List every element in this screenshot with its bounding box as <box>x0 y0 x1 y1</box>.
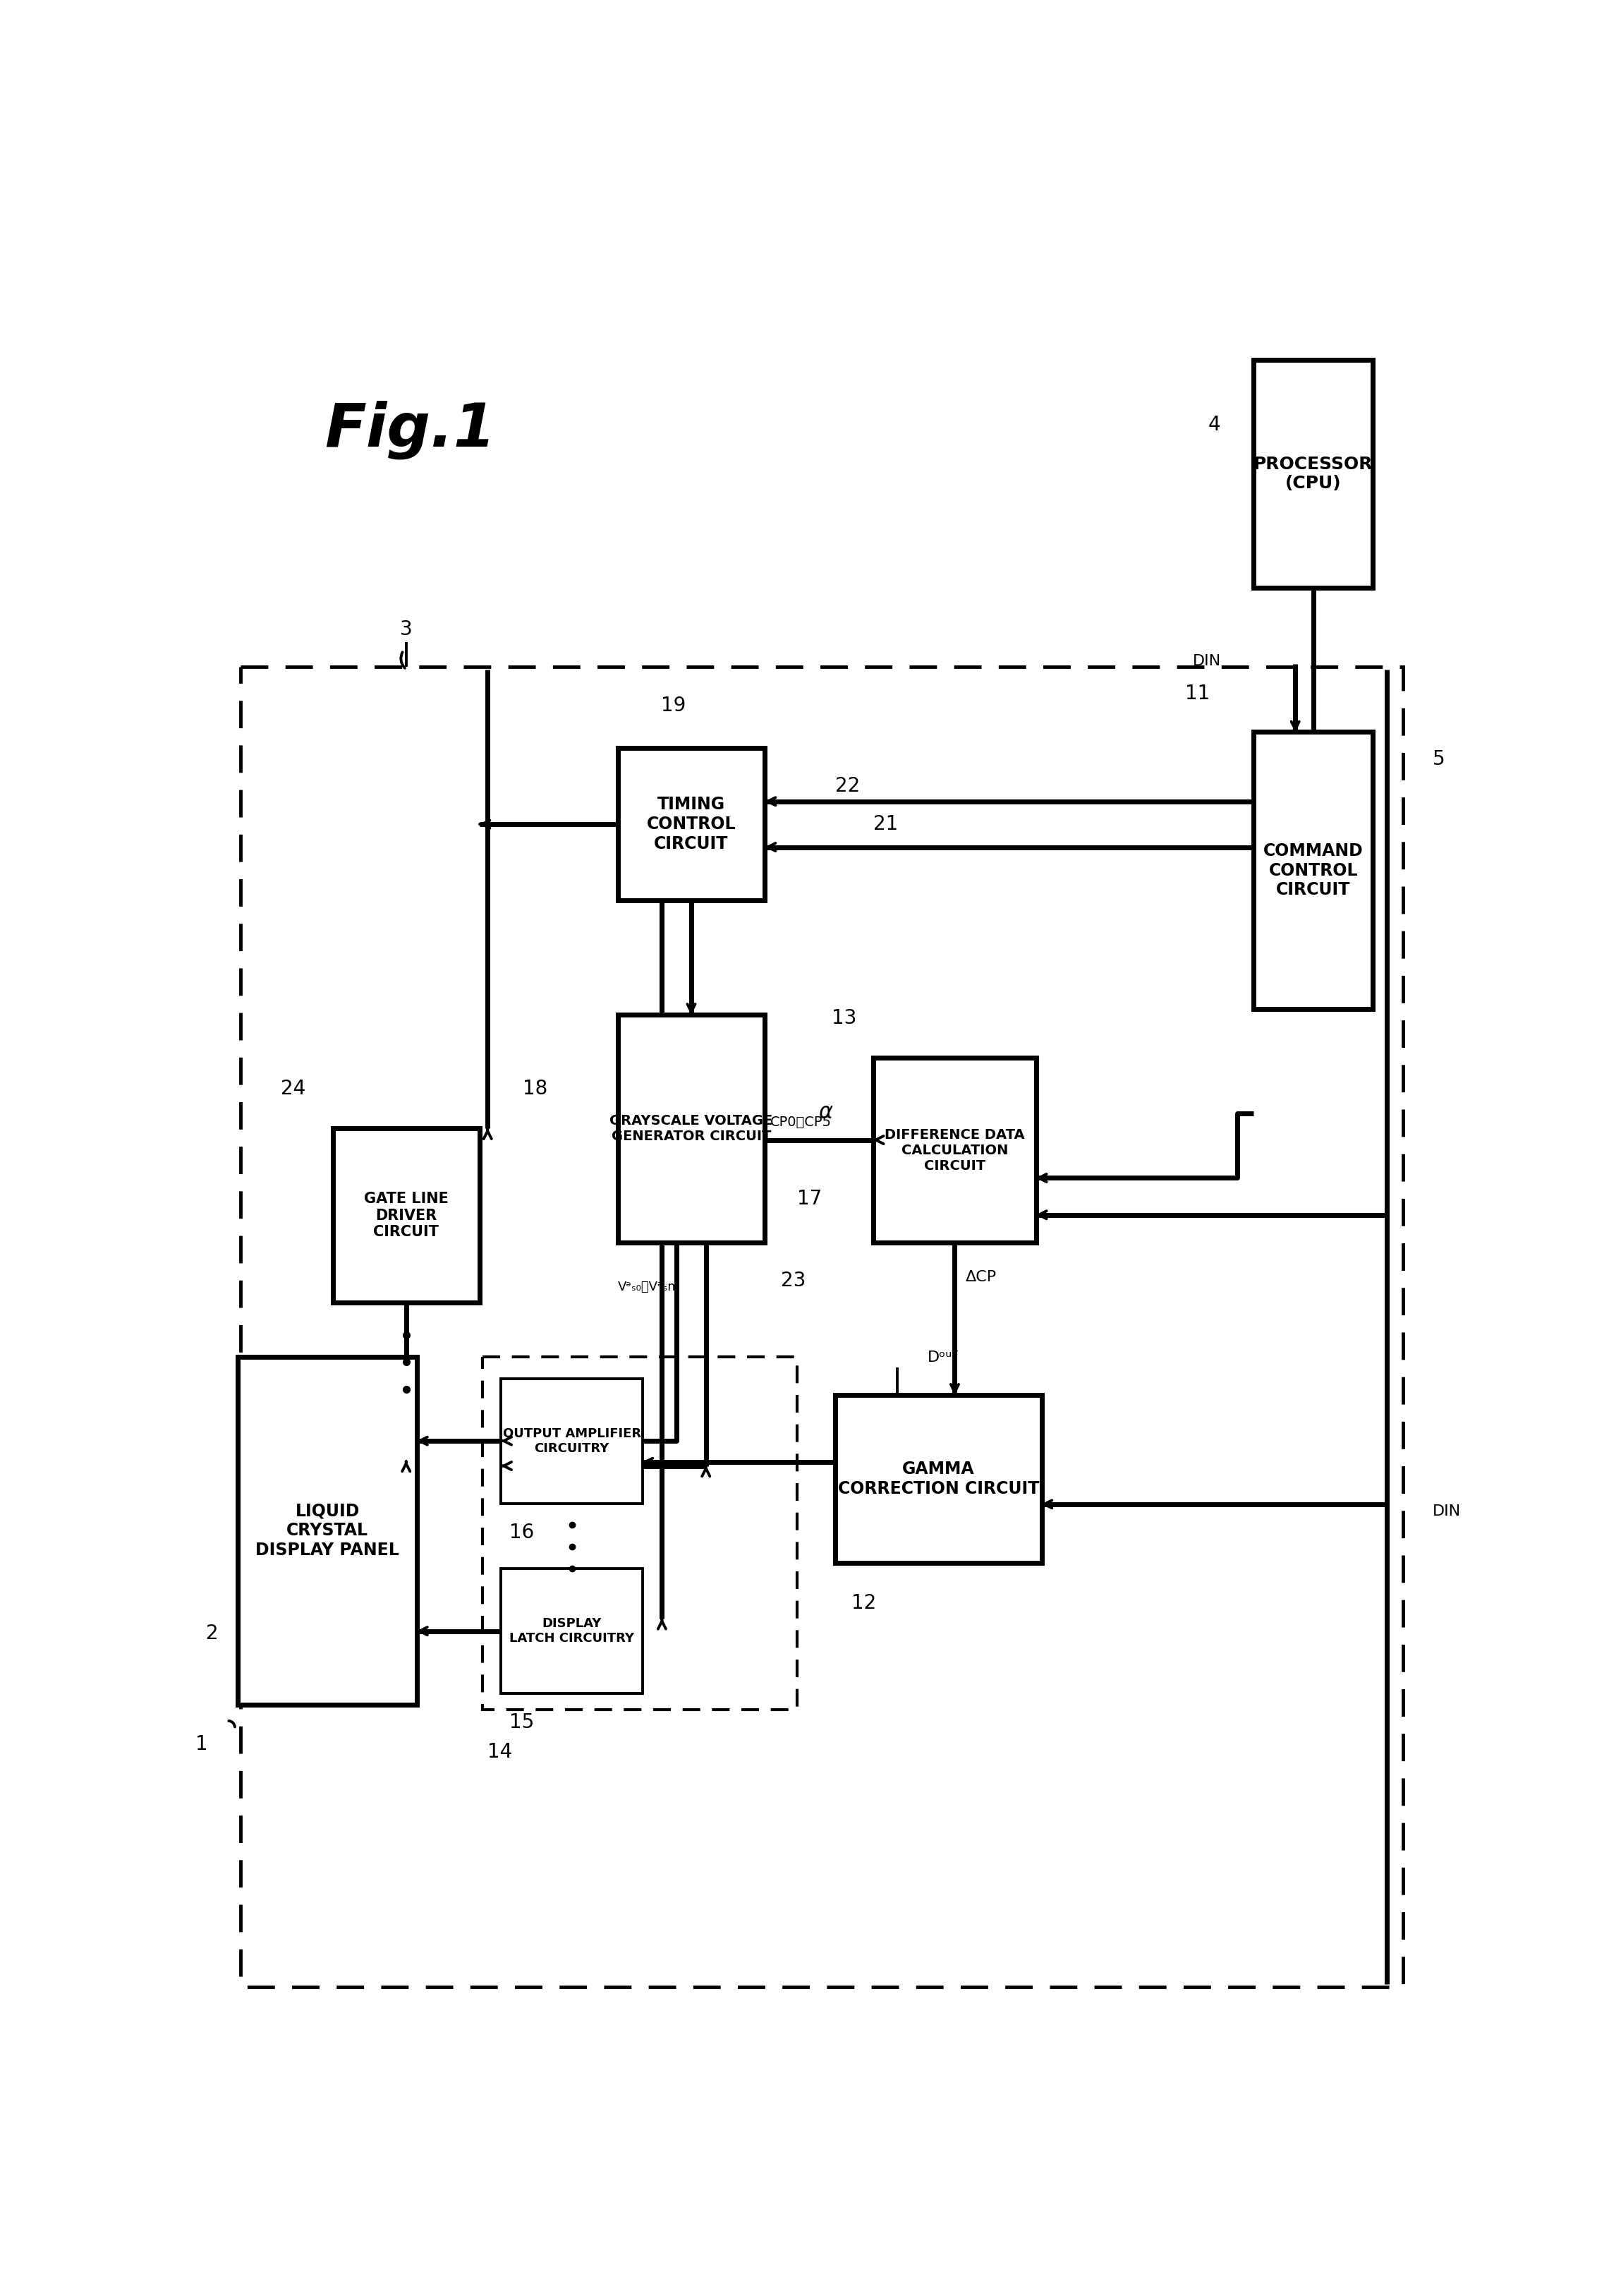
Text: 3: 3 <box>401 620 412 641</box>
Text: LIQUID
CRYSTAL
DISPLAY PANEL: LIQUID CRYSTAL DISPLAY PANEL <box>256 1502 399 1559</box>
Text: 15: 15 <box>510 1713 534 1731</box>
Text: GATE LINE
DRIVER
CIRCUIT: GATE LINE DRIVER CIRCUIT <box>364 1192 449 1240</box>
Bar <box>500 1568 642 1694</box>
Text: 12: 12 <box>851 1593 877 1612</box>
Text: COMMAND
CONTROL
CIRCUIT: COMMAND CONTROL CIRCUIT <box>1263 843 1363 898</box>
Text: 23: 23 <box>780 1270 806 1290</box>
Bar <box>240 666 1403 1986</box>
Text: 4: 4 <box>1208 416 1221 434</box>
Text: GRAYSCALE VOLTAGE
GENERATOR CIRCUIT: GRAYSCALE VOLTAGE GENERATOR CIRCUIT <box>610 1114 772 1143</box>
Text: 24: 24 <box>280 1079 306 1097</box>
Bar <box>618 748 764 900</box>
Text: 17: 17 <box>796 1189 822 1210</box>
Text: 5: 5 <box>1432 748 1445 769</box>
Text: 19: 19 <box>661 696 685 716</box>
Text: 1: 1 <box>195 1733 208 1754</box>
Bar <box>483 1357 796 1711</box>
Text: 22: 22 <box>835 776 861 797</box>
Text: 16: 16 <box>510 1522 534 1543</box>
Text: 2: 2 <box>206 1623 219 1644</box>
Text: α: α <box>819 1102 832 1123</box>
Text: OUTPUT AMPLIFIER
CIRCUITRY: OUTPUT AMPLIFIER CIRCUITRY <box>502 1428 640 1456</box>
Text: PROCESSOR
(CPU): PROCESSOR (CPU) <box>1253 455 1372 491</box>
Text: Fig.1: Fig.1 <box>325 400 496 459</box>
Text: DIFFERENCE DATA
CALCULATION
CIRCUIT: DIFFERENCE DATA CALCULATION CIRCUIT <box>885 1127 1025 1173</box>
Text: 21: 21 <box>874 815 898 833</box>
Text: Dᵒᵘᵀ: Dᵒᵘᵀ <box>927 1350 959 1364</box>
Text: CP0～CP5: CP0～CP5 <box>771 1116 832 1130</box>
Bar <box>333 1130 479 1302</box>
Bar <box>874 1058 1036 1242</box>
Text: 11: 11 <box>1186 684 1210 705</box>
Text: TIMING
CONTROL
CIRCUIT: TIMING CONTROL CIRCUIT <box>647 797 735 852</box>
Text: DIN: DIN <box>1432 1504 1461 1518</box>
Text: Vᵊₛ₀～Vᵊₛm: Vᵊₛ₀～Vᵊₛm <box>618 1281 681 1293</box>
Bar <box>500 1378 642 1504</box>
Bar <box>1253 360 1372 588</box>
Text: ΔCP: ΔCP <box>965 1270 996 1283</box>
Text: GAMMA
CORRECTION CIRCUIT: GAMMA CORRECTION CIRCUIT <box>838 1460 1039 1497</box>
Text: DISPLAY
LATCH CIRCUITRY: DISPLAY LATCH CIRCUITRY <box>510 1616 634 1644</box>
Text: 13: 13 <box>832 1008 858 1029</box>
Bar <box>618 1015 764 1242</box>
Bar <box>238 1357 417 1704</box>
Text: DIN: DIN <box>1192 654 1221 668</box>
Bar <box>835 1394 1041 1564</box>
Bar <box>1253 732 1372 1008</box>
Text: 14: 14 <box>488 1743 512 1763</box>
Text: 18: 18 <box>523 1079 547 1097</box>
